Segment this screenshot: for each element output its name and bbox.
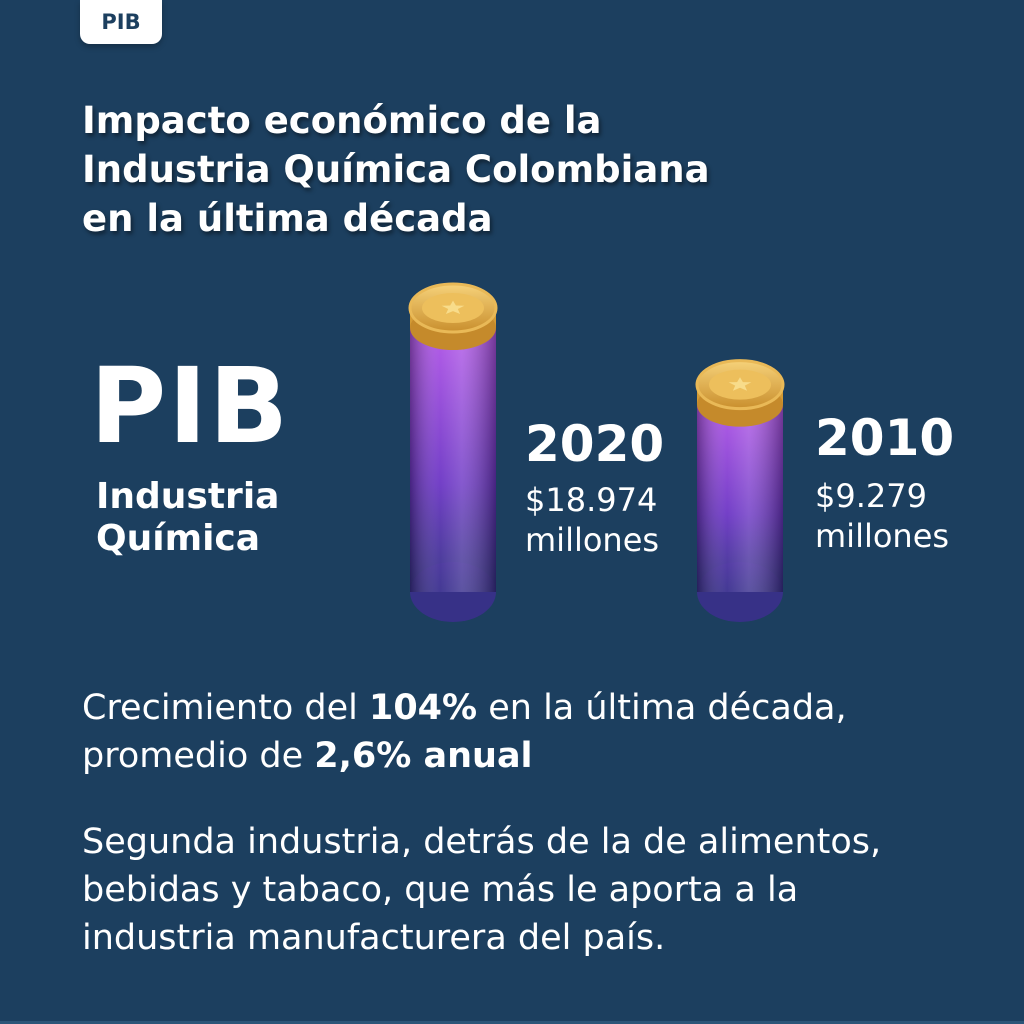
growth-text-3: promedio de [82,736,315,776]
growth-line-1: Crecimiento del 104% en la última década… [82,684,982,732]
industry-label-line-2: Química [96,518,261,559]
title-line-3: en la última década [82,197,493,240]
title-line-2: Industria Química Colombiana [82,148,710,191]
chart-bar [408,282,498,622]
growth-percent: 104% [368,688,478,728]
growth-text-1: Crecimiento del [82,688,369,728]
section-tag: PIB [80,0,162,44]
annual-average: 2,6% anual [314,736,533,776]
title-line-1: Impacto económico de la [82,99,602,142]
ranking-line-1: Segunda industria, detrás de la de alime… [82,822,882,862]
bar-value-label: $9.279 [815,477,927,515]
bar-year-label: 2020 [525,415,665,473]
industry-label-line-1: Industria [96,476,280,517]
growth-paragraph: Crecimiento del 104% en la última década… [82,684,982,780]
bar-year-label: 2010 [815,409,955,467]
growth-line-2: promedio de 2,6% anual [82,732,982,780]
star-icon [728,377,752,391]
ranking-paragraph: Segunda industria, detrás de la de alime… [82,818,982,962]
bar-value-label: $18.974 [525,481,658,519]
industry-label: Industria Química [96,476,279,560]
ranking-line-2: bebidas y tabaco, que más le aporta a la [82,870,799,910]
chart-bar [695,359,785,622]
bottom-divider [0,1021,1024,1024]
growth-text-2: en la última década, [477,688,847,728]
ranking-line-3: industria manufacturera del país. [82,918,666,958]
page-title: Impacto económico de la Industria Químic… [82,96,710,243]
bar-unit-label: millones [815,517,950,555]
pib-heading: PIB [90,345,291,467]
bar-unit-label: millones [525,521,660,559]
star-icon [441,300,465,314]
